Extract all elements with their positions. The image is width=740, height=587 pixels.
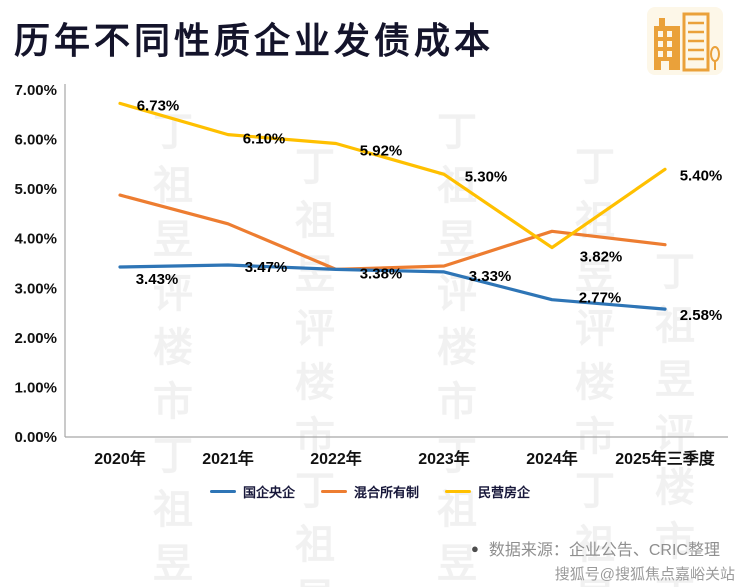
legend-swatch	[209, 489, 236, 493]
data-label: 2.58%	[680, 307, 723, 324]
series-line-0	[118, 263, 667, 311]
legend-item: 混合所有制	[320, 482, 419, 501]
legend-swatch	[445, 489, 471, 493]
data-label: 5.92%	[360, 143, 403, 160]
legend-item: 国企央企	[209, 482, 295, 501]
series-line-2	[118, 101, 667, 250]
y-tick-label: 6.00%	[14, 132, 57, 149]
y-tick-label: 1.00%	[14, 379, 57, 396]
data-label: 3.82%	[580, 249, 623, 266]
y-tick-label: 0.00%	[14, 429, 57, 446]
legend-item: 民营房企	[445, 482, 530, 501]
data-label: 5.30%	[465, 168, 508, 185]
chart-legend: 国企央企 混合所有制 民营房企	[0, 480, 740, 502]
bullet-icon: ●	[471, 540, 479, 556]
data-label: 5.40%	[680, 167, 723, 184]
legend-swatch	[320, 489, 347, 493]
y-tick-label: 4.00%	[14, 231, 57, 248]
sohu-credit-watermark: 搜狐号@搜狐焦点嘉峪关站	[554, 566, 735, 583]
data-source-note: ● 数据来源：企业公告、CRIC整理	[471, 536, 720, 560]
y-tick-label: 5.00%	[14, 181, 57, 198]
x-tick-label: 2022年	[310, 449, 362, 468]
data-label: 3.33%	[469, 268, 512, 285]
data-label: 3.38%	[360, 265, 403, 282]
source-text: 数据来源：企业公告、CRIC整理	[488, 542, 720, 559]
y-tick-label: 3.00%	[14, 280, 57, 297]
data-label: 6.73%	[137, 97, 180, 114]
legend-label: 混合所有制	[353, 484, 419, 500]
x-tick-label: 2023年	[418, 449, 470, 468]
data-label: 3.43%	[136, 271, 179, 288]
y-tick-label: 2.00%	[14, 330, 57, 347]
x-tick-label: 2021年	[202, 449, 254, 468]
x-tick-label: 2020年	[94, 449, 146, 468]
y-tick-label: 7.00%	[14, 82, 57, 99]
bond-cost-line-chart: 7.00% 6.00% 5.00% 4.00% 3.00% 2.00% 1.00% 0.00%…	[14, 82, 728, 468]
data-label: 2.77%	[579, 290, 622, 307]
legend-label: 国企央企	[242, 484, 295, 500]
legend-label: 民营房企	[478, 484, 531, 500]
data-label: 3.47%	[245, 259, 288, 276]
buildings-icon	[646, 6, 724, 76]
x-tick-label: 2025年三季度	[615, 449, 716, 468]
page-title: 历年不同性质企业发债成本	[14, 20, 495, 61]
x-tick-label: 2024年	[526, 449, 578, 468]
data-label: 6.10%	[243, 131, 286, 148]
